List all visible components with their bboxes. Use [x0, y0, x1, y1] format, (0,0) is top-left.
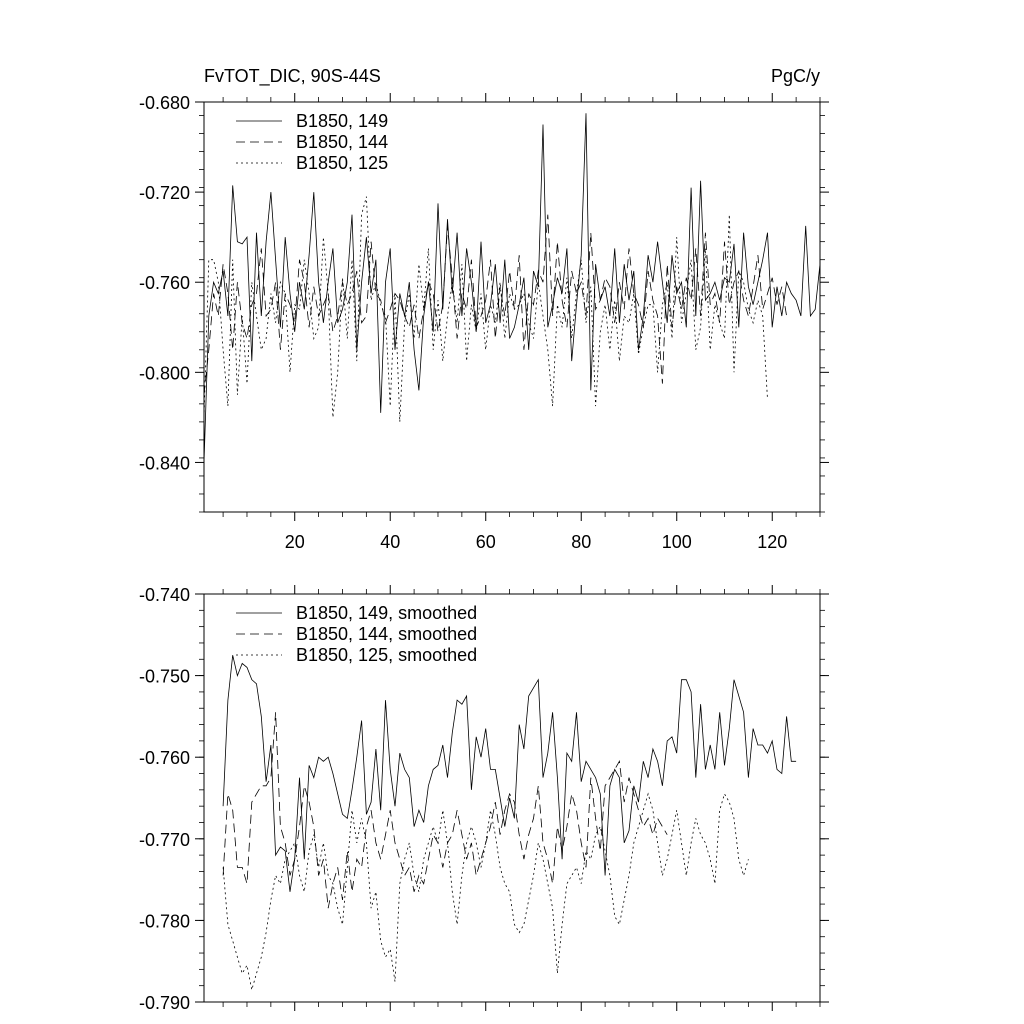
series-line-dotted	[222, 792, 749, 990]
x-tick-label: 40	[380, 532, 400, 552]
y-tick-label: -0.840	[139, 453, 190, 473]
top-panel: FvTOT_DIC, 90S-44S PgC/y 20 40 60 80 100 120 -…	[139, 66, 829, 552]
series-line-dashed	[203, 214, 787, 395]
x-tick-label: 100	[662, 532, 692, 552]
y-tick-label: -0.800	[139, 363, 190, 383]
chart-units: PgC/y	[771, 66, 820, 86]
series-line-solid	[203, 113, 821, 463]
legend-label: B1850, 125	[296, 153, 388, 173]
y-tick-label: -0.760	[139, 748, 190, 768]
y-tick-label: -0.760	[139, 273, 190, 293]
series-line-dotted	[203, 196, 768, 422]
series-line-dashed	[222, 712, 668, 909]
legend-label: B1850, 144	[296, 132, 388, 152]
y-tick-label: -0.740	[139, 585, 190, 605]
series-line-solid	[222, 655, 797, 892]
y-tick-label: -0.790	[139, 993, 190, 1013]
legend-label: B1850, 149, smoothed	[296, 603, 477, 623]
x-tick-label: 20	[285, 532, 305, 552]
x-tick-label: 60	[476, 532, 496, 552]
y-tick-label: -0.770	[139, 830, 190, 850]
plot-frame	[203, 101, 821, 513]
y-tick-label: -0.780	[139, 911, 190, 931]
plot-frame	[203, 593, 821, 1003]
x-tick-label: 80	[571, 532, 591, 552]
legend-label: B1850, 149	[296, 111, 388, 131]
chart-title: FvTOT_DIC, 90S-44S	[204, 66, 381, 87]
bottom-panel: -0.740 -0.750 -0.760 -0.770 -0.780 -0.790 B185…	[139, 585, 829, 1013]
y-tick-label: -0.720	[139, 183, 190, 203]
y-tick-label: -0.680	[139, 93, 190, 113]
legend-label: B1850, 144, smoothed	[296, 624, 477, 644]
y-tick-label: -0.750	[139, 667, 190, 687]
x-tick-label: 120	[757, 532, 787, 552]
legend-label: B1850, 125, smoothed	[296, 645, 477, 665]
